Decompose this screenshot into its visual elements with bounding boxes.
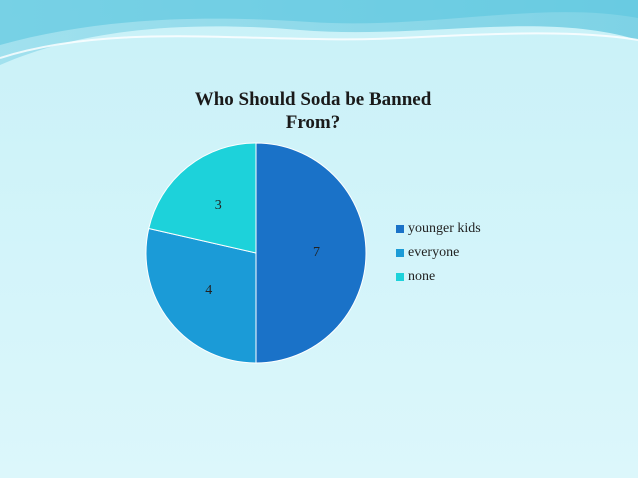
pie-slice — [148, 142, 257, 254]
legend-label: none — [408, 269, 435, 284]
legend-swatch — [396, 249, 404, 257]
legend-swatch — [396, 225, 404, 233]
wave-line — [0, 32, 638, 59]
chart-title: Who Should Soda be Banned From? — [194, 89, 432, 133]
data-label: 4 — [205, 283, 212, 298]
legend-swatch — [396, 273, 404, 281]
data-label: 3 — [215, 198, 222, 213]
wave — [0, 0, 638, 45]
pie-slice — [255, 142, 367, 364]
legend-label: younger kids — [408, 221, 481, 236]
legend-label: everyone — [408, 245, 459, 260]
pie-slice — [145, 227, 257, 364]
data-label: 7 — [313, 245, 320, 260]
